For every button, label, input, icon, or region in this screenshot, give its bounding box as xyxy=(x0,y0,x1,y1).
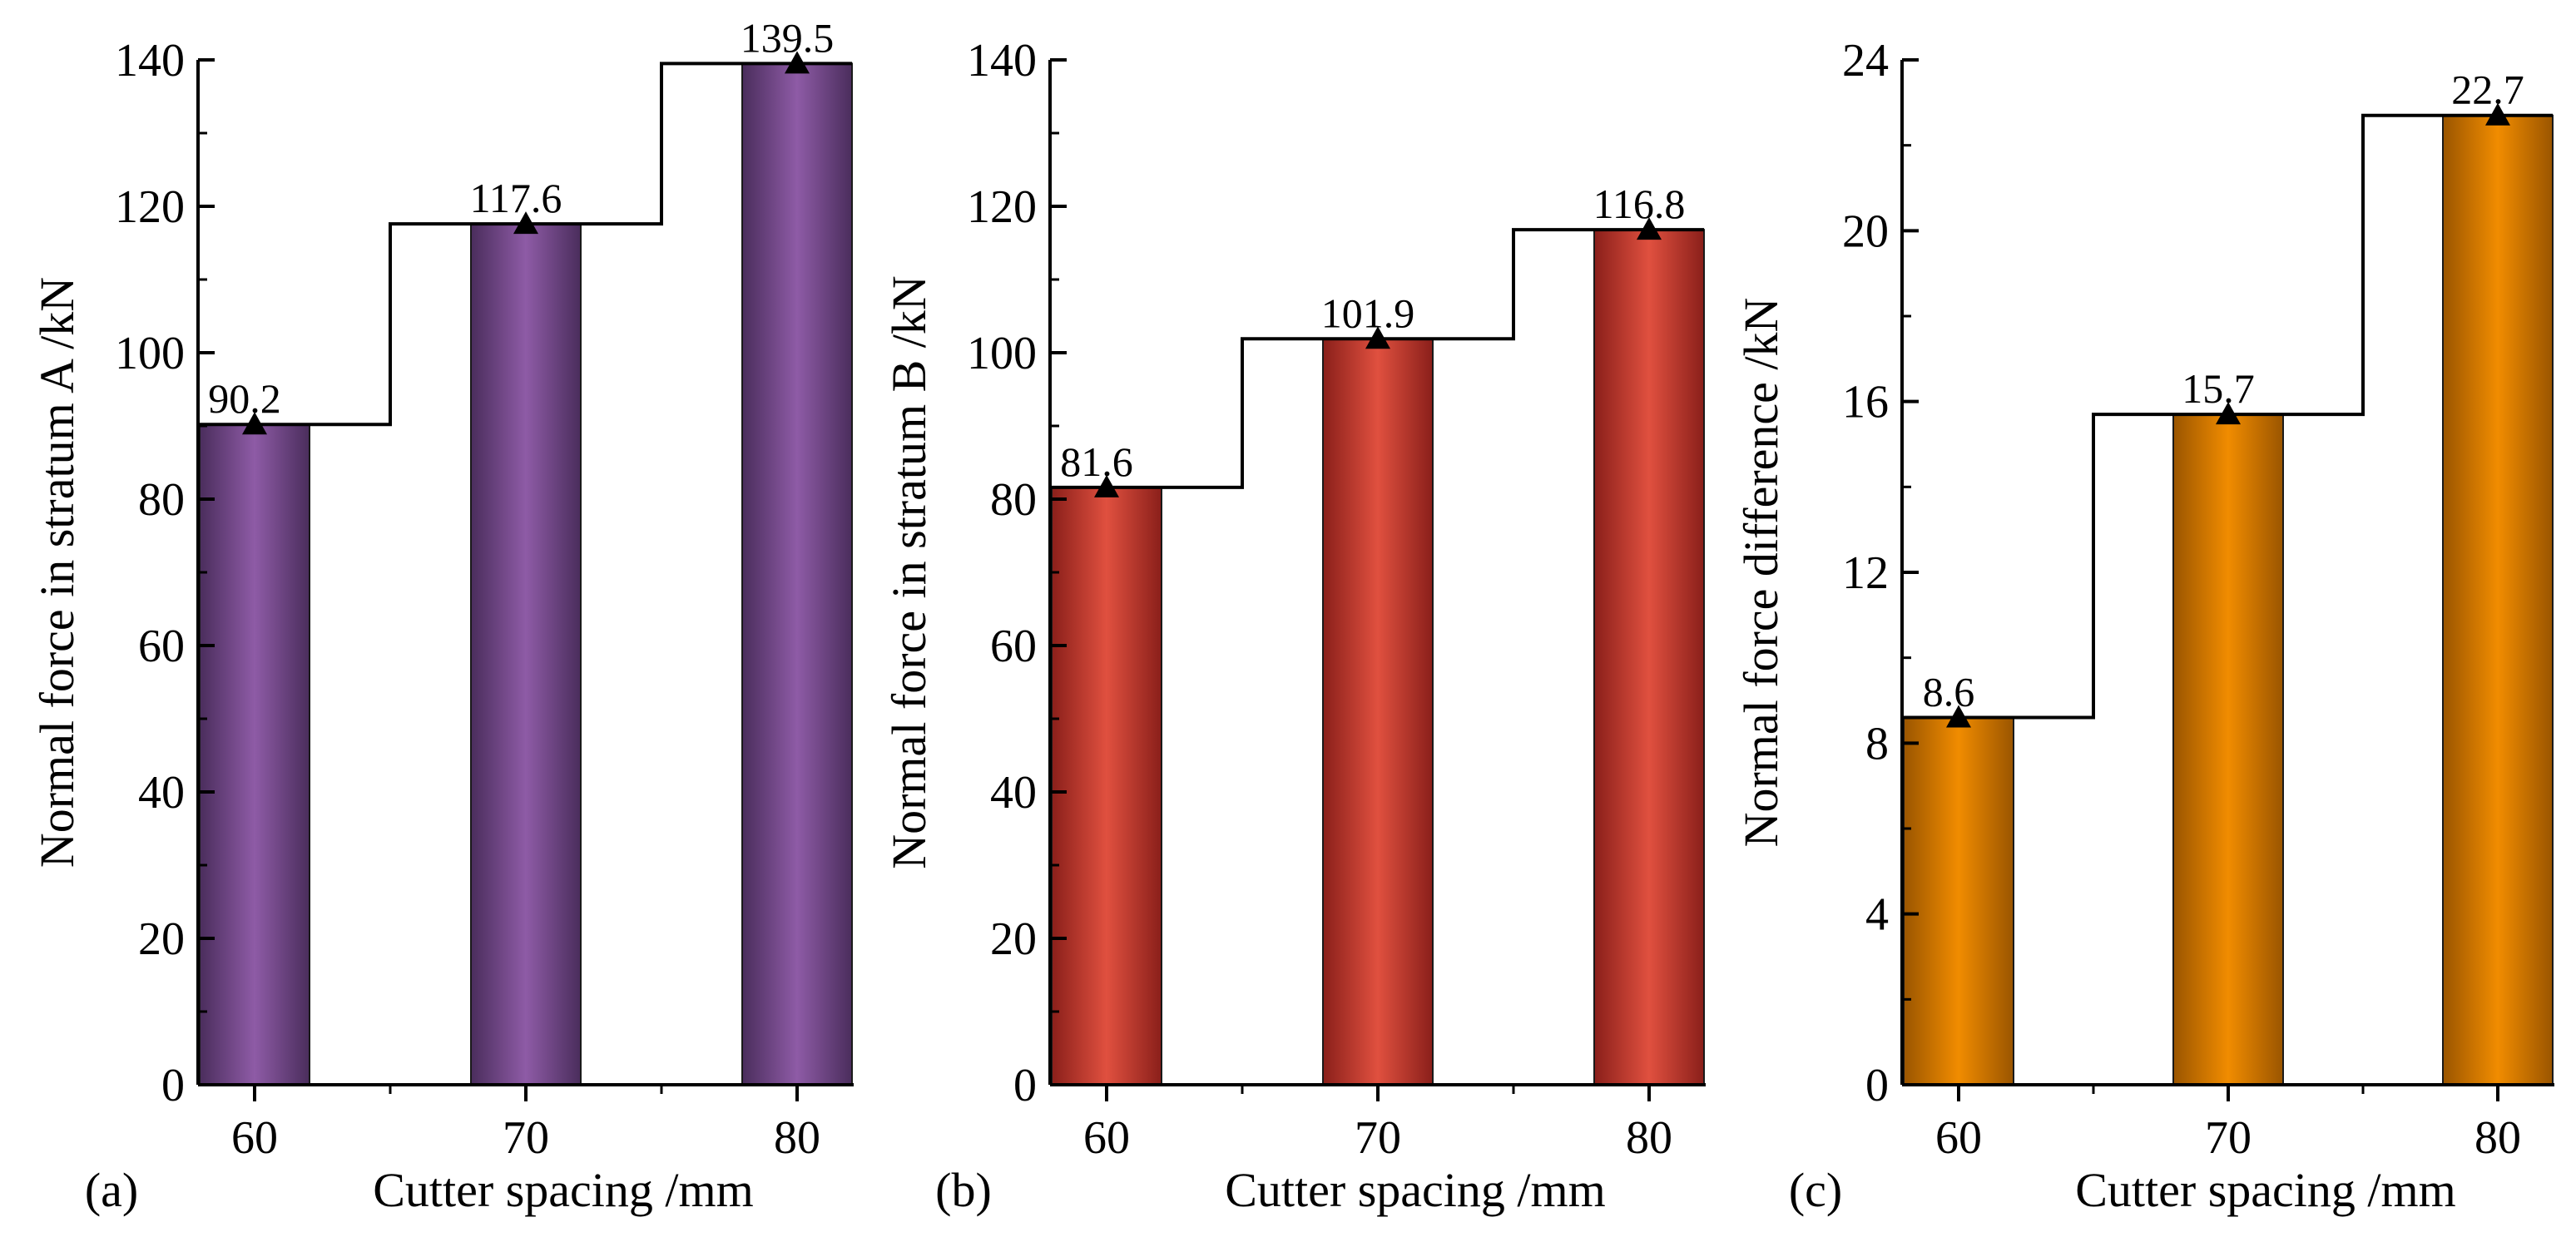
y-tick-label: 120 xyxy=(115,181,185,233)
x-tick-label: 80 xyxy=(1626,1112,1672,1164)
triangle-marker-60 xyxy=(1094,474,1119,497)
triangle-marker-60 xyxy=(242,412,267,435)
bar-60 xyxy=(199,423,310,1086)
y-axis-title: Normal force in stratum A /kN xyxy=(30,277,84,868)
bar-60 xyxy=(1051,486,1162,1086)
x-tick-label: 80 xyxy=(2474,1112,2521,1164)
data-label-60: 81.6 xyxy=(1060,438,1133,485)
y-tick-label: 100 xyxy=(115,328,185,379)
triangle-marker-70 xyxy=(2216,402,2241,425)
y-tick-label: 8 xyxy=(1865,718,1889,769)
triangle-marker-80 xyxy=(785,51,810,74)
bar-60 xyxy=(1903,716,2014,1086)
y-tick-label: 24 xyxy=(1842,35,1889,87)
triangle-marker-60 xyxy=(1946,705,1971,728)
data-label-80: 22.7 xyxy=(2451,67,2524,113)
triangle-marker-80 xyxy=(2485,102,2510,126)
y-tick-label: 80 xyxy=(138,474,185,526)
data-label-60: 8.6 xyxy=(1923,669,1975,715)
y-tick-label: 12 xyxy=(1842,547,1889,599)
y-tick-label: 40 xyxy=(990,767,1037,819)
y-tick-label: 0 xyxy=(161,1060,185,1111)
y-tick-label: 100 xyxy=(967,328,1037,379)
y-tick-label: 60 xyxy=(138,621,185,672)
y-tick-label: 40 xyxy=(138,767,185,819)
x-tick-label: 70 xyxy=(1355,1112,1401,1164)
panel-label: (a) xyxy=(85,1163,138,1217)
y-axis-title: Normal force difference /kN xyxy=(1734,298,1788,848)
x-tick-label: 60 xyxy=(1935,1112,1982,1164)
data-label-70: 15.7 xyxy=(2182,365,2255,412)
y-tick-label: 0 xyxy=(1013,1060,1037,1111)
y-tick-label: 0 xyxy=(1865,1060,1889,1111)
panel-label: (b) xyxy=(935,1163,992,1217)
y-tick-label: 20 xyxy=(1842,205,1889,257)
y-tick-label: 60 xyxy=(990,621,1037,672)
x-tick-label: 80 xyxy=(774,1112,820,1164)
y-axis-title: Normal force in stratum B /kN xyxy=(882,275,936,869)
panel-label: (c) xyxy=(1789,1163,1842,1217)
data-label-80: 139.5 xyxy=(741,14,835,61)
y-tick-label: 120 xyxy=(967,181,1037,233)
y-tick-label: 140 xyxy=(115,35,185,87)
x-tick-label: 70 xyxy=(2205,1112,2252,1164)
bar-80 xyxy=(1593,229,1705,1086)
y-tick-label: 20 xyxy=(990,913,1037,965)
x-axis-title: Cutter spacing /mm xyxy=(1225,1163,1606,1217)
y-tick-label: 16 xyxy=(1842,377,1889,428)
triangle-marker-70 xyxy=(513,211,538,235)
x-axis-title: Cutter spacing /mm xyxy=(373,1163,754,1217)
bar-70 xyxy=(470,223,582,1086)
chart-panel-b: 81.6 101.9 116.8 0 20 40 60 80 100 120 140 60 70 80 Cu… xyxy=(882,35,1706,1217)
triangle-marker-70 xyxy=(1365,326,1390,349)
bar-80 xyxy=(741,62,853,1086)
y-tick-label: 80 xyxy=(990,474,1037,526)
data-label-70: 117.6 xyxy=(470,175,562,221)
chart-panel-a: 90.2 117.6 139.5 0 20 40 60 80 100 120 140 60 70 80 Cu… xyxy=(30,14,854,1217)
x-tick-label: 60 xyxy=(231,1112,278,1164)
x-axis-title: Cutter spacing /mm xyxy=(2075,1163,2456,1217)
x-tick-label: 60 xyxy=(1083,1112,1130,1164)
triangle-marker-80 xyxy=(1637,217,1662,240)
y-tick-label: 20 xyxy=(138,913,185,965)
y-tick-label: 140 xyxy=(967,35,1037,87)
bar-70 xyxy=(1322,338,1434,1086)
data-label-80: 116.8 xyxy=(1593,181,1686,227)
x-tick-label: 70 xyxy=(503,1112,549,1164)
y-tick-label: 4 xyxy=(1865,889,1889,941)
data-label-70: 101.9 xyxy=(1321,289,1415,336)
bar-70 xyxy=(2172,413,2284,1086)
data-label-60: 90.2 xyxy=(208,375,281,422)
bar-80 xyxy=(2442,114,2554,1086)
chart-panel-c: 8.6 15.7 22.7 0 4 8 12 16 20 24 60 70 80 Cutter spaci… xyxy=(1734,35,2554,1217)
